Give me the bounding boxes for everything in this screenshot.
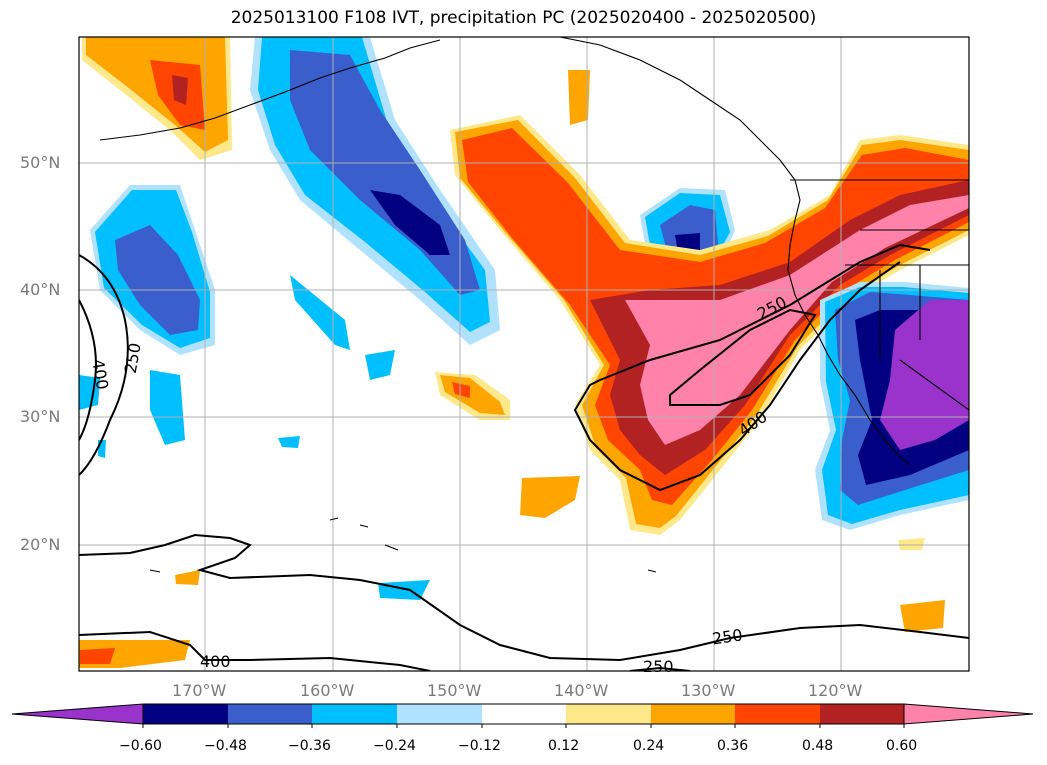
colorbar bbox=[11, 703, 1034, 728]
map-frame bbox=[78, 36, 970, 672]
contour-label: 250 bbox=[711, 625, 744, 648]
lon-label: 150°W bbox=[427, 681, 482, 700]
contour-line bbox=[79, 533, 969, 662]
ivt-contours bbox=[79, 243, 969, 671]
contour-line bbox=[629, 666, 691, 671]
colorbar-tick-label: −0.60 bbox=[119, 738, 162, 754]
colorbar-tick-label: 0.24 bbox=[633, 738, 665, 754]
lon-label: 120°W bbox=[808, 681, 863, 700]
lon-label: 130°W bbox=[681, 681, 736, 700]
contour-line bbox=[79, 254, 129, 476]
colorbar-bin bbox=[735, 704, 820, 724]
colorbar-bin bbox=[820, 704, 904, 724]
colorbar-extend-left bbox=[11, 703, 144, 725]
contour-line bbox=[79, 299, 97, 441]
coastlines bbox=[99, 37, 969, 573]
lat-label: 30°N bbox=[20, 407, 61, 426]
lon-label: 160°W bbox=[300, 681, 355, 700]
colorbar-bin bbox=[228, 704, 312, 724]
lat-label: 20°N bbox=[20, 535, 61, 554]
shaded-field bbox=[79, 37, 969, 668]
contour-line bbox=[79, 630, 431, 671]
contour-label: 400 bbox=[200, 652, 231, 671]
colorbar-bin bbox=[397, 704, 482, 724]
gridlines bbox=[79, 37, 969, 671]
colorbar-tick-label: −0.12 bbox=[458, 738, 501, 754]
colorbar-tick-label: −0.24 bbox=[373, 738, 416, 754]
colorbar-tick-label: 0.48 bbox=[802, 738, 834, 754]
colorbar-bin bbox=[143, 704, 228, 724]
colorbar-tick-label: 0.12 bbox=[548, 738, 580, 754]
contour-label: 250 bbox=[643, 657, 674, 676]
colorbar-bin bbox=[566, 704, 651, 724]
lat-label: 50°N bbox=[20, 153, 61, 172]
contour-label: 250 bbox=[121, 341, 145, 374]
lon-label: 170°W bbox=[172, 681, 227, 700]
colorbar-bin bbox=[651, 704, 735, 724]
lat-label: 40°N bbox=[20, 280, 61, 299]
colorbar-extend-right bbox=[903, 703, 1034, 725]
map-title: 2025013100 F108 IVT, precipitation PC (2… bbox=[230, 8, 817, 28]
colorbar-tick-label: 0.36 bbox=[717, 738, 749, 754]
colorbar-tick-label: −0.48 bbox=[204, 738, 247, 754]
colorbar-tick-label: −0.36 bbox=[288, 738, 331, 754]
lon-label: 140°W bbox=[554, 681, 609, 700]
colorbar-bin bbox=[312, 704, 397, 724]
colorbar-bin bbox=[482, 704, 566, 724]
colorbar-tick-label: 0.60 bbox=[886, 738, 918, 754]
contour-line bbox=[573, 243, 931, 492]
contour-line bbox=[669, 308, 817, 406]
